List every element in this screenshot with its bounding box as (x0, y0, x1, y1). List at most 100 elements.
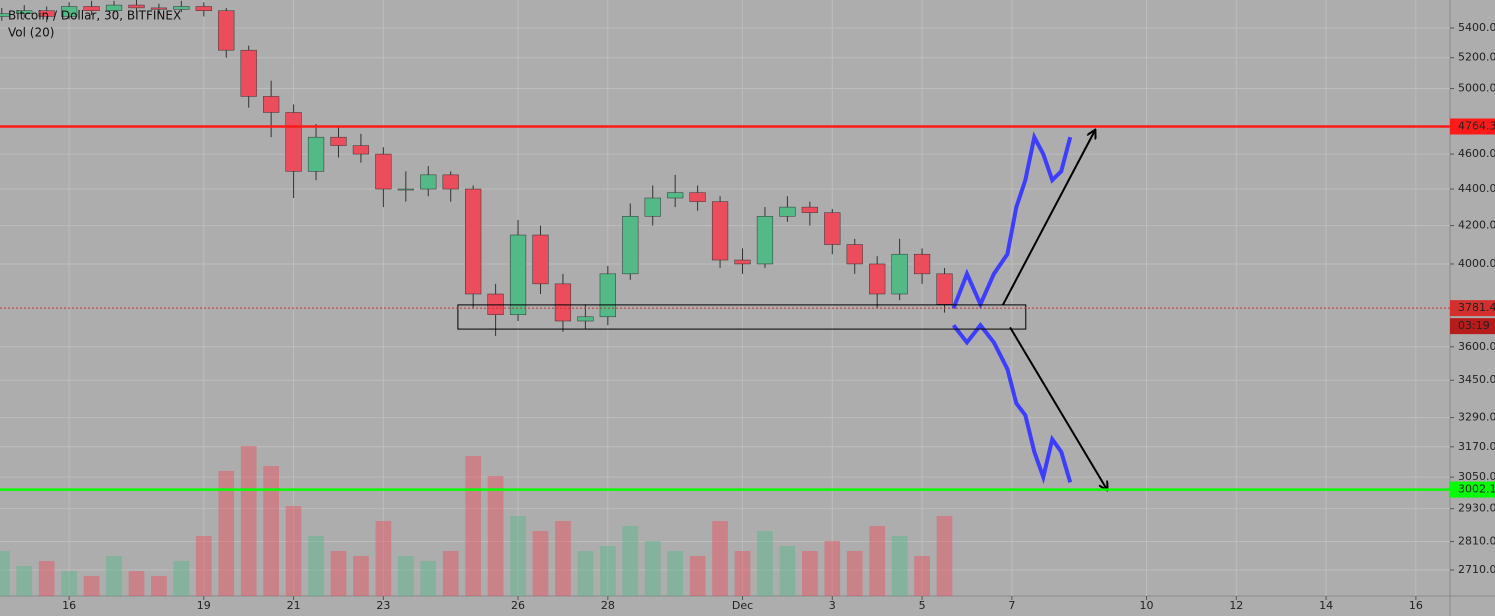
x-tick-label: 14 (1319, 599, 1333, 612)
candle-body (913, 253, 931, 275)
price-label-bg (1450, 300, 1495, 317)
candle-body (487, 293, 504, 315)
volume-bar (106, 556, 122, 596)
candle-body (330, 136, 347, 146)
volume-bar (532, 531, 549, 596)
candle-body (16, 10, 33, 14)
price-label-bg (1450, 118, 1495, 135)
volume-bar (375, 521, 392, 596)
candle-body (61, 6, 78, 17)
candle-body (240, 49, 257, 97)
volume-bar (330, 551, 347, 596)
candle-body (711, 201, 729, 261)
volume-bar (38, 561, 55, 596)
candle-body (622, 216, 639, 275)
volume-bar (218, 471, 235, 596)
volume-bar (61, 571, 77, 596)
candle-body (667, 192, 684, 199)
volume-bar (195, 536, 212, 596)
volume-bar (667, 551, 684, 596)
volume-bar (285, 506, 302, 596)
candle-body (195, 6, 212, 12)
volume-bar (353, 556, 369, 596)
y-tick-label: 3290.0 (1458, 411, 1495, 424)
volume-bar (757, 531, 773, 596)
chart-title: Bitcoin / Dollar, 30, BITFINEX (8, 9, 181, 23)
volume-bar (240, 446, 257, 596)
candle-body (83, 6, 100, 12)
volume-bar (151, 576, 167, 596)
volume-bar (779, 546, 796, 596)
candle-body (38, 10, 55, 17)
volume-bar (397, 556, 414, 596)
candle-body (263, 96, 280, 113)
candle-body (936, 273, 953, 305)
candle-body (442, 174, 459, 190)
candle-body (105, 4, 123, 12)
price-label: 3781.4 (1458, 301, 1495, 314)
x-tick-label: 23 (376, 599, 390, 612)
price-label-bg (1450, 481, 1495, 498)
candle-body (532, 234, 549, 285)
y-tick-label: 5000.0 (1458, 82, 1495, 95)
volume-bar (555, 521, 571, 596)
price-label: 3002.1 (1458, 483, 1495, 496)
projection-path (951, 131, 1073, 310)
candle-body (801, 206, 818, 213)
volume-bar (824, 541, 841, 596)
arrow (1009, 326, 1107, 489)
volume-bar (465, 456, 482, 596)
volume-bar (263, 466, 280, 596)
y-tick-label: 4600.0 (1458, 147, 1495, 160)
candle-body (554, 283, 572, 322)
plot (0, 0, 1450, 490)
volume-bar (487, 476, 504, 596)
volume-bar (308, 536, 324, 596)
candle-body (0, 13, 10, 17)
x-tick-label: 12 (1229, 599, 1243, 612)
x-tick-label: 3 (829, 599, 836, 612)
x-tick-label: Dec (732, 599, 753, 612)
volume-bar (577, 551, 594, 596)
volume-bar (712, 521, 728, 596)
candle-body (891, 253, 908, 295)
candle-body (128, 4, 145, 9)
candle-body (285, 112, 302, 172)
x-tick-label: 16 (62, 599, 76, 612)
y-tick-label: 5400.0 (1458, 21, 1495, 34)
volume-bar (801, 551, 818, 596)
volume-pane (0, 446, 953, 596)
volume-bar (644, 541, 661, 596)
candle-body (420, 174, 437, 190)
indicator-label: Vol (20) (8, 26, 54, 40)
y-tick-label: 3600.0 (1458, 340, 1495, 353)
volume-bar (846, 551, 863, 596)
countdown-bg (1450, 318, 1495, 335)
candle-body (352, 145, 370, 155)
x-tick-label: 10 (1140, 599, 1154, 612)
volume-bar (734, 551, 751, 596)
y-tick-label: 4400.0 (1458, 182, 1495, 195)
candle-body (307, 136, 325, 172)
candle-body (756, 216, 774, 265)
x-tick-label: 16 (1409, 599, 1423, 612)
y-tick-label: 3450.0 (1458, 373, 1495, 386)
projection-path (951, 322, 1073, 485)
x-tick-label: 26 (511, 599, 525, 612)
candle-body (397, 188, 414, 191)
candle-body (173, 6, 190, 10)
candle-body (218, 10, 235, 51)
y-tick-label: 4000.0 (1458, 257, 1495, 270)
y-tick-label: 2710.0 (1458, 563, 1495, 576)
x-tick-label: 5 (919, 599, 926, 612)
candle-body (577, 316, 594, 322)
volume-bar (83, 576, 100, 596)
volume-bar (442, 551, 459, 596)
arrow (1001, 131, 1095, 306)
volume-bar (891, 536, 908, 596)
candle-body (599, 273, 616, 318)
volume-bar (128, 571, 145, 596)
volume-bar (16, 566, 33, 596)
axes: 5400.0 5200.0 5000.0 4600.0 4400.0 4200.0 4000… (62, 21, 1495, 612)
volume-bar (420, 561, 437, 596)
